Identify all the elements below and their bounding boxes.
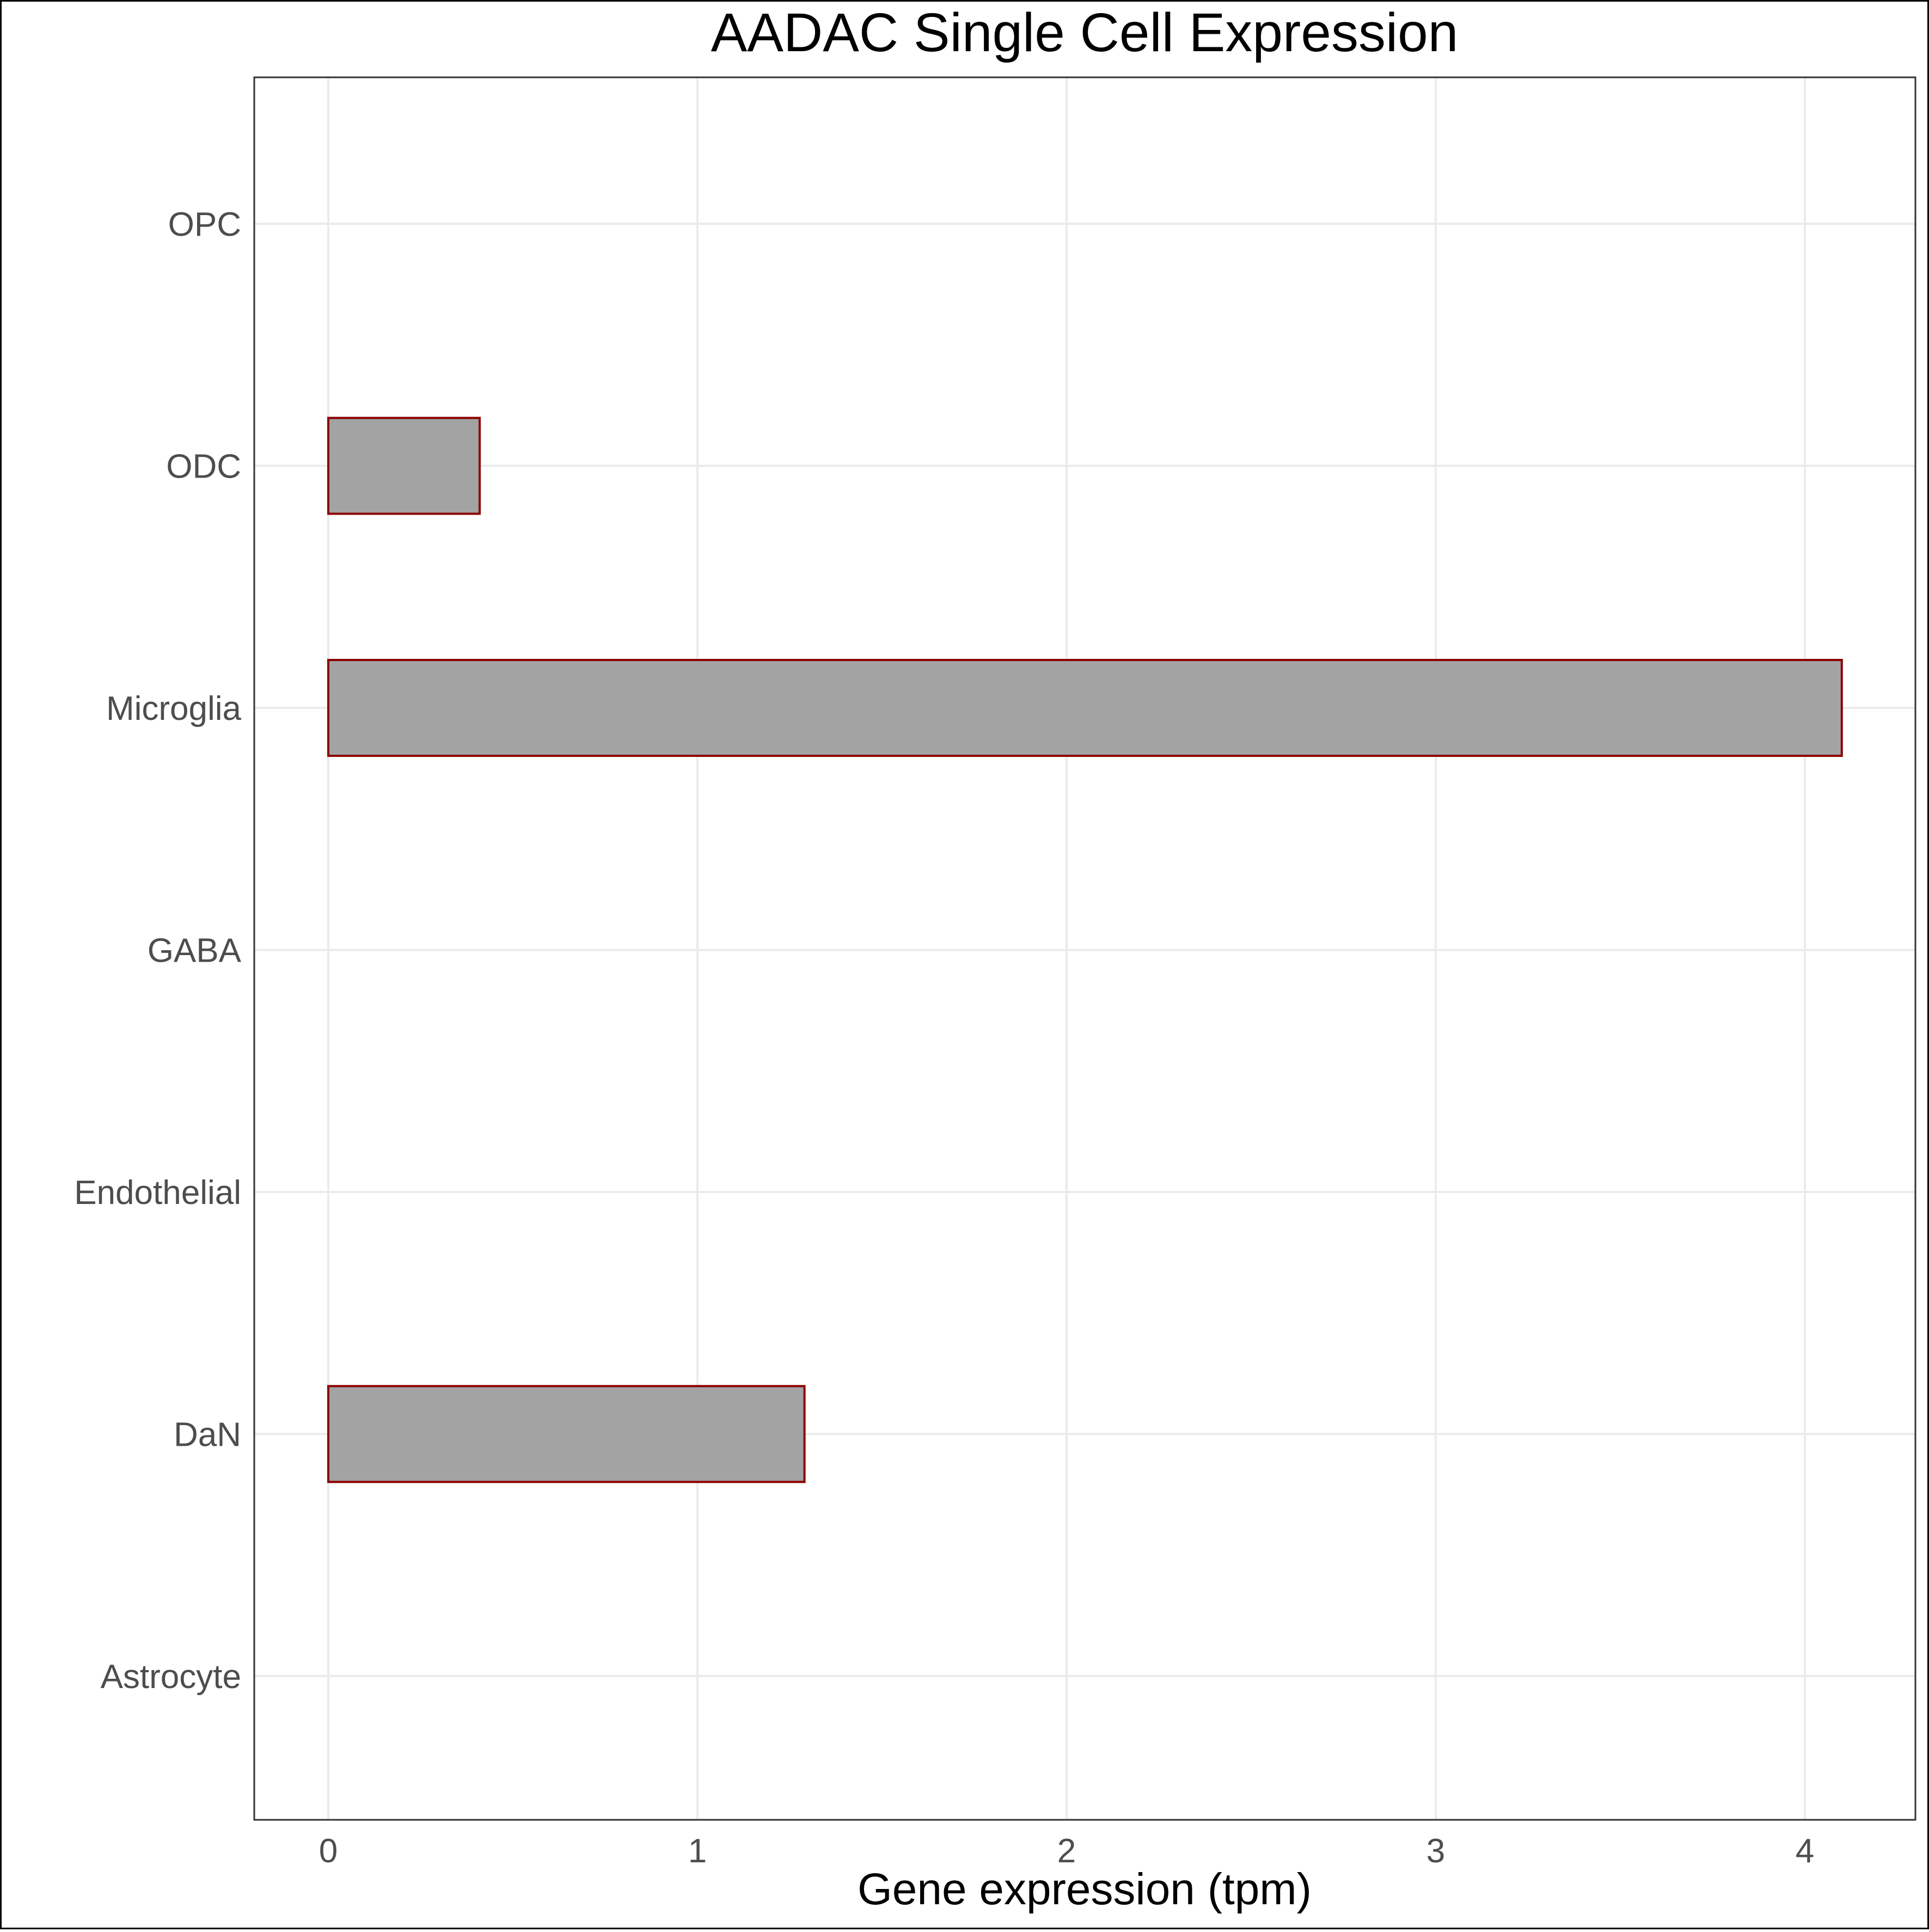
x-tick-label: 1 (688, 1832, 707, 1870)
x-tick-label: 4 (1796, 1832, 1814, 1870)
panel-border (253, 76, 1916, 1821)
y-tick-label: GABA (148, 932, 242, 970)
x-tick-label: 3 (1426, 1832, 1445, 1870)
y-tick-label: ODC (166, 448, 241, 486)
y-tick-label: DaN (174, 1416, 241, 1454)
bar-odc (327, 417, 481, 515)
y-tick-label: Astrocyte (101, 1658, 241, 1696)
bar-microglia (327, 659, 1843, 757)
y-tick-labels: Astrocyte DaN Endothelial GABA Microglia ODC O… (74, 206, 241, 1696)
y-tick-label: OPC (168, 206, 241, 243)
x-axis-title: Gene expression (tpm) (858, 1864, 1312, 1914)
bar-dan (327, 1385, 806, 1483)
bars (327, 417, 1843, 1483)
y-tick-label: Microglia (106, 690, 242, 727)
chart-title: AADAC Single Cell Expression (711, 2, 1459, 63)
x-tick-labels: 0 1 2 3 4 (319, 1832, 1814, 1870)
y-tick-label: Endothelial (74, 1174, 241, 1212)
x-tick-label: 2 (1057, 1832, 1076, 1870)
x-tick-label: 0 (319, 1832, 338, 1870)
